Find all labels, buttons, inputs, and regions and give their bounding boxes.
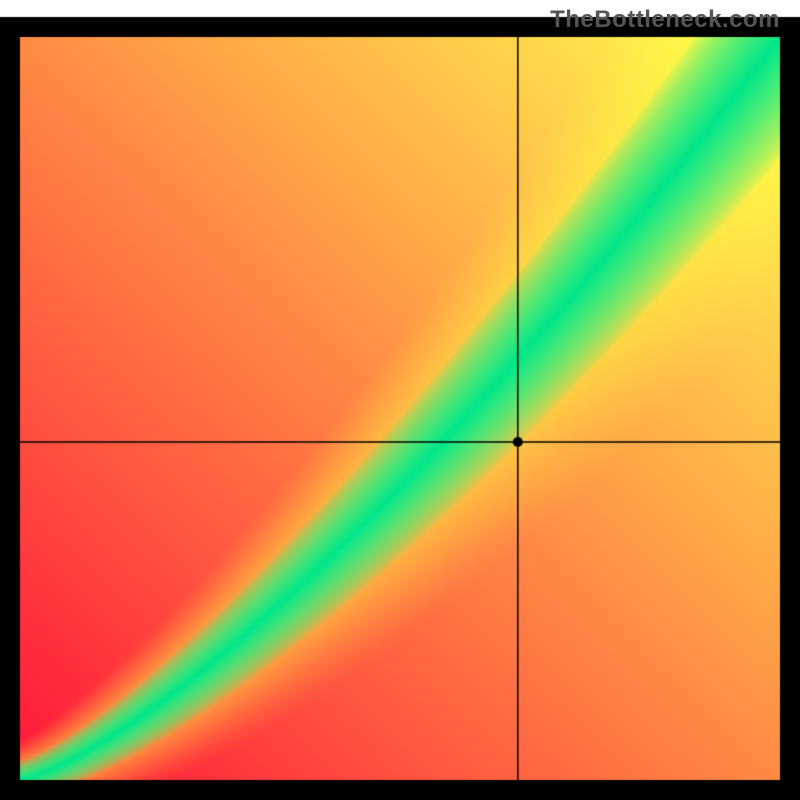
chart-container: { "watermark": "TheBottleneck.com", "wat… <box>0 0 800 800</box>
bottleneck-heatmap-canvas <box>0 0 800 800</box>
watermark-text: TheBottleneck.com <box>550 6 780 34</box>
